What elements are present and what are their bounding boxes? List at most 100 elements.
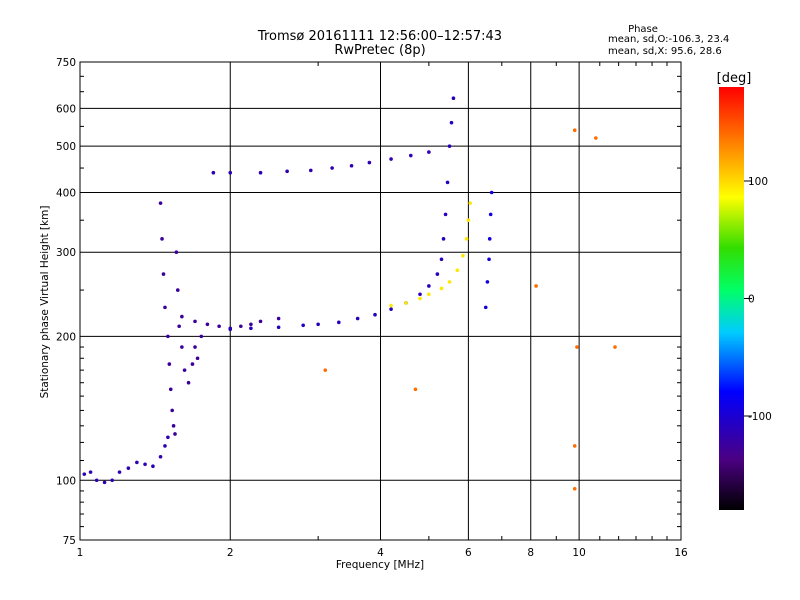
data-point (151, 464, 155, 469)
colorbar-ticks: 100 0 -100 (744, 176, 772, 423)
data-point (468, 201, 472, 205)
data-point (126, 466, 131, 470)
data-point (427, 284, 431, 288)
data-point (110, 478, 114, 483)
data-point (572, 486, 577, 491)
y-tick-label: 400 (56, 187, 76, 199)
data-point (466, 218, 471, 223)
data-points (82, 96, 617, 491)
data-point (117, 470, 122, 474)
data-point (489, 190, 494, 195)
x-tick-label: 2 (227, 547, 234, 559)
data-point (161, 272, 166, 276)
data-point (182, 368, 187, 372)
data-point (488, 212, 493, 217)
data-point (439, 286, 444, 291)
data-point (594, 136, 598, 140)
data-point (211, 170, 216, 175)
data-point (249, 326, 253, 331)
data-point (195, 356, 200, 361)
data-point (258, 170, 263, 175)
data-point (163, 305, 167, 310)
data-point (186, 380, 191, 385)
data-point (418, 296, 422, 301)
data-point (102, 480, 107, 485)
data-point (316, 322, 320, 327)
data-point (228, 327, 233, 332)
data-point (88, 470, 93, 474)
y-tick-label: 600 (56, 103, 76, 115)
data-point (572, 444, 577, 448)
colorbar-tick-label: 0 (748, 294, 755, 306)
data-point (413, 387, 418, 392)
data-point (443, 212, 448, 217)
data-point (285, 169, 289, 174)
data-point (174, 250, 179, 255)
data-point (572, 128, 577, 132)
data-point (173, 432, 177, 436)
data-point (258, 319, 263, 324)
colorbar-label: [deg] (717, 71, 752, 86)
data-point (168, 387, 173, 392)
data-point (180, 345, 184, 349)
data-point (180, 314, 184, 319)
data-point (483, 305, 488, 310)
data-point (439, 257, 444, 262)
y-tick-label: 500 (56, 141, 76, 153)
data-point (217, 324, 221, 329)
data-point (143, 462, 147, 467)
data-point (447, 280, 452, 284)
data-point (163, 444, 167, 448)
data-point (158, 454, 163, 459)
phase-info-line1: mean, sd,O:-106.3, 23.4 (608, 34, 729, 45)
phase-info-heading: Phase (628, 24, 658, 35)
x-tick-label: 4 (377, 547, 384, 559)
data-point (175, 288, 180, 292)
x-tick-label: 6 (465, 547, 472, 559)
data-point (408, 153, 413, 158)
colorbar (719, 87, 744, 510)
y-tick-label: 100 (56, 475, 76, 487)
x-axis-label: Frequency [MHz] (336, 559, 424, 571)
data-point (249, 322, 253, 327)
data-point (94, 478, 99, 483)
colorbar-tick-label: -100 (748, 411, 772, 423)
x-tick-label: 8 (527, 547, 534, 559)
data-point (82, 472, 87, 476)
data-point (355, 316, 360, 321)
data-point (487, 237, 492, 241)
data-point (389, 303, 393, 308)
data-point (166, 334, 170, 339)
data-point (367, 160, 372, 165)
data-point (461, 253, 465, 258)
data-point (613, 345, 617, 349)
data-point (441, 237, 446, 241)
data-point (485, 280, 490, 284)
data-point (205, 322, 210, 327)
colorbar-tick-label: 100 (748, 176, 768, 188)
data-point (276, 325, 281, 330)
chart-title: Tromsø 20161111 12:56:00–12:57:43 (257, 29, 502, 44)
data-point (166, 435, 170, 440)
data-point (349, 163, 354, 168)
y-tick-label: 200 (56, 331, 76, 343)
y-tick-label: 75 (63, 535, 76, 547)
x-tick-label: 10 (572, 547, 585, 559)
data-point (451, 96, 456, 100)
chart-subtitle: RwPretec (8p) (334, 43, 425, 58)
data-point (323, 368, 328, 372)
data-point (427, 292, 431, 297)
data-point (404, 301, 408, 305)
data-point (276, 316, 281, 321)
data-point (193, 319, 197, 324)
y-axis-ticks: 75 100 200 300 400 500 600 750 (56, 57, 76, 547)
data-point (160, 237, 164, 241)
data-point (464, 237, 469, 241)
data-point (190, 362, 195, 366)
x-tick-label: 16 (674, 547, 688, 559)
data-point (301, 323, 305, 328)
data-point (445, 180, 450, 185)
data-point (193, 345, 197, 349)
y-axis-label: Stationary phase Virtual Height [km] (39, 206, 51, 399)
